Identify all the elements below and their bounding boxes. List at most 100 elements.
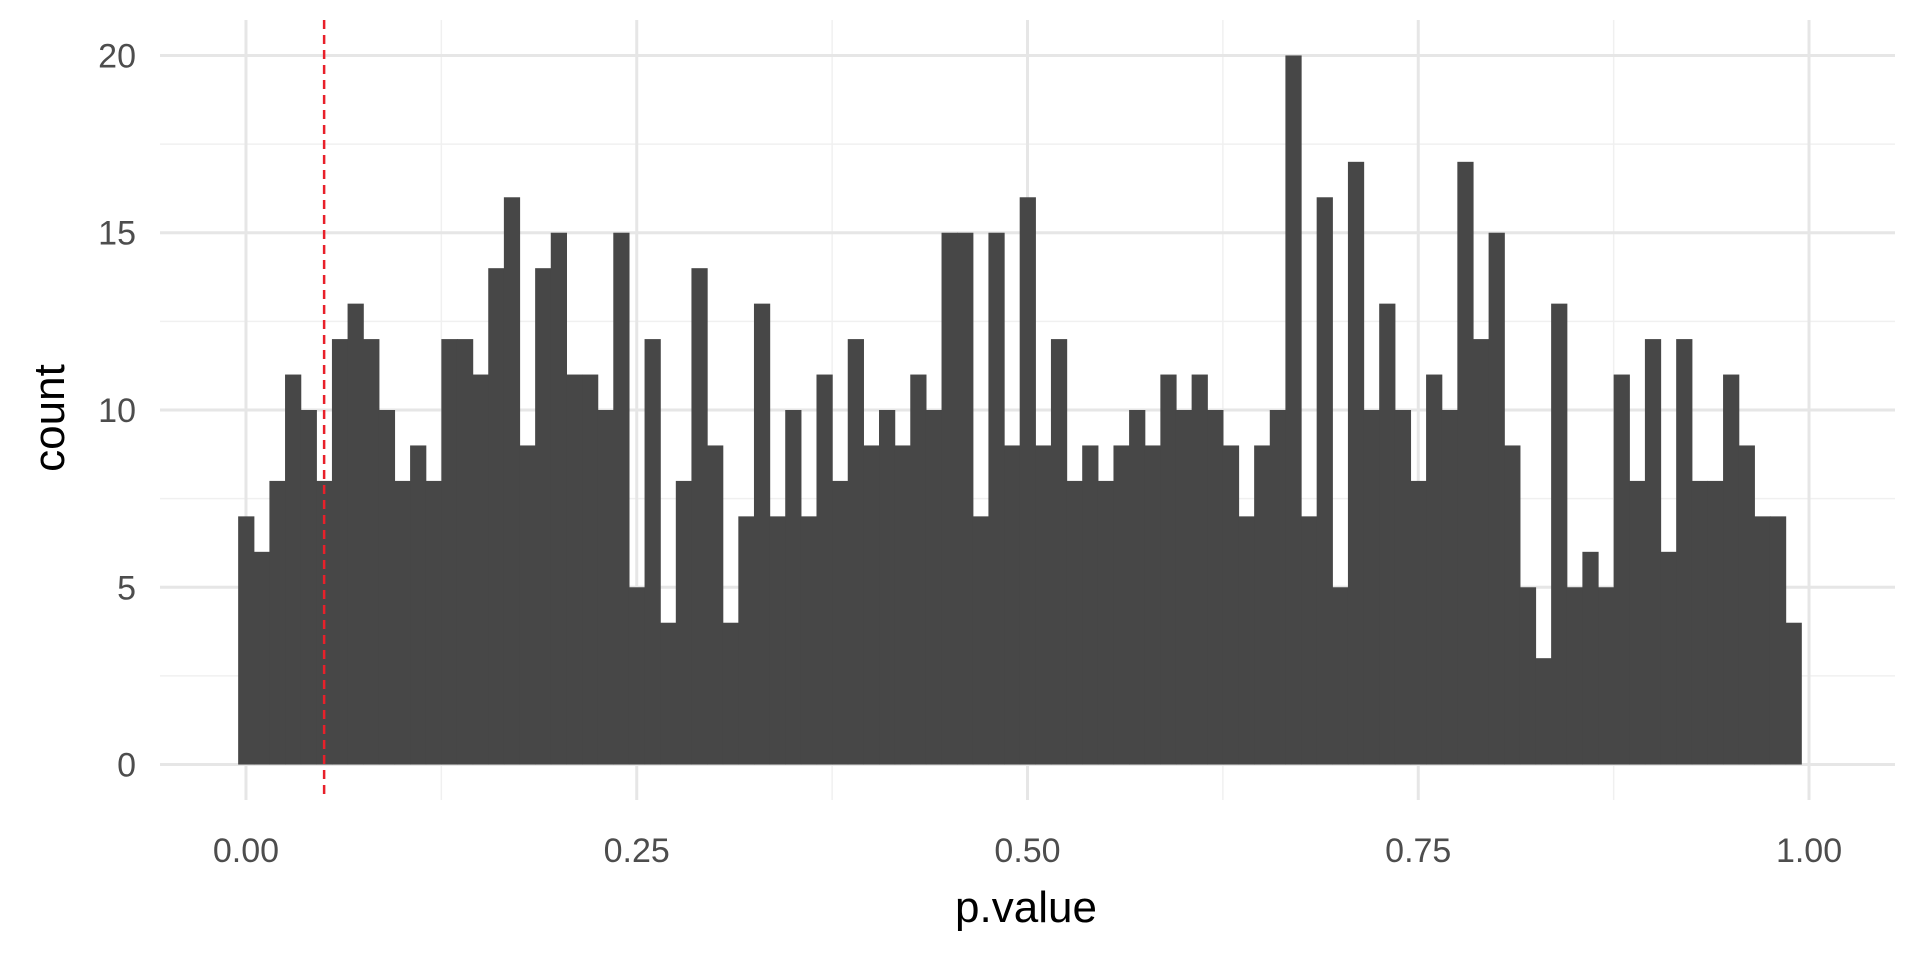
histogram-bar [816,374,833,765]
histogram-bar [1457,161,1474,765]
histogram-bar [1566,587,1583,765]
histogram-bar [1426,374,1443,765]
histogram-bar [1019,197,1036,765]
y-tick-label: 5 [117,569,136,607]
histogram-bar [925,410,943,765]
histogram-bar [753,303,771,765]
histogram-bar [1394,410,1412,765]
histogram-bar [769,516,786,765]
histogram-bar [410,445,427,765]
histogram-bar [456,339,474,765]
y-axis-ticks: 0 5 10 15 20 [98,37,136,784]
histogram-bar [347,303,364,765]
x-axis-title: p.value [955,883,1097,932]
histogram-bar [738,516,755,765]
histogram-bar [597,410,614,765]
histogram-bar [691,268,708,765]
y-tick-label: 20 [98,37,136,75]
histogram-bar [613,232,630,765]
histogram-bar [300,410,317,765]
histogram-bar [1347,161,1365,765]
histogram-bar [1754,516,1771,765]
histogram-bar [1488,232,1505,765]
histogram-bar [628,587,646,765]
histogram-bar [707,445,724,765]
histogram-bar [488,268,505,765]
histogram-bar [957,232,974,765]
histogram-bar [1035,445,1052,765]
histogram-bar [1004,445,1021,765]
x-tick-label: 0.25 [604,832,670,870]
histogram-bar [675,480,693,765]
histogram-bar [1144,445,1161,765]
histogram-bar [1707,480,1724,765]
histogram-bar [644,339,661,765]
histogram-bar [472,374,489,765]
histogram-bar [1598,587,1615,765]
histogram-bar [535,268,552,765]
histogram-bar [1535,658,1552,765]
histogram-bar [972,516,990,765]
histogram-bar [1332,587,1349,765]
histogram-bar [238,516,255,765]
histogram-bar [1691,480,1709,765]
histogram-bar [847,339,864,765]
histogram-bar [1472,339,1490,765]
histogram-bar [1222,445,1240,765]
histogram-bar [1410,480,1427,765]
histogram-bar [285,374,302,765]
histogram-bar [1582,551,1599,765]
histogram-bar [1160,374,1177,765]
x-tick-label: 0.00 [213,832,279,870]
histogram-bar [1238,516,1255,765]
histogram-bar [1191,374,1208,765]
histogram-bar [1129,410,1146,765]
histogram-bar [378,410,396,765]
histogram-bar [1676,339,1693,765]
histogram-bar [582,374,599,765]
histogram-bar [1050,339,1068,765]
histogram-bar [1551,303,1568,765]
histogram-bar [879,410,896,765]
histogram-bar [1082,445,1099,765]
histogram-bar [425,480,442,765]
histogram-bar [441,339,458,765]
histogram-bar [1113,445,1130,765]
histogram-bar [785,410,802,765]
histogram-bar [1207,410,1224,765]
histogram-bar [832,480,849,765]
histogram-bar [269,480,286,765]
histogram-bar [253,551,271,765]
histogram-bar [1254,445,1271,765]
histogram-bar [1644,339,1662,765]
y-axis-title: count [25,364,74,472]
histogram-bar [1613,374,1630,765]
histogram-bar [722,622,739,765]
histogram-bar [1175,410,1193,765]
histogram-bar [910,374,927,765]
histogram-bar [660,622,677,765]
histogram-bar [1097,480,1115,765]
histogram-bar [863,445,880,765]
x-tick-label: 0.50 [994,832,1060,870]
histogram-bar [519,445,536,765]
histogram-bar [1269,410,1287,765]
histogram-bar [1519,587,1537,765]
histogram-bar [394,480,411,765]
histogram-bar [1441,410,1458,765]
histogram-bar [1738,445,1755,765]
histogram-bar [566,374,583,765]
histogram-bar [1066,480,1083,765]
histogram-bar [800,516,818,765]
histogram-bar [941,232,958,765]
histogram-bar [1285,55,1302,765]
histogram-bar [331,339,349,765]
histogram-bar [1363,410,1380,765]
histogram-bar [1660,551,1677,765]
histogram-bar [1769,516,1787,765]
histogram-bar [1316,197,1333,765]
histogram-bar [503,197,521,765]
x-tick-label: 1.00 [1776,832,1842,870]
x-axis-ticks: 0.00 0.25 0.50 0.75 1.00 [213,832,1842,870]
